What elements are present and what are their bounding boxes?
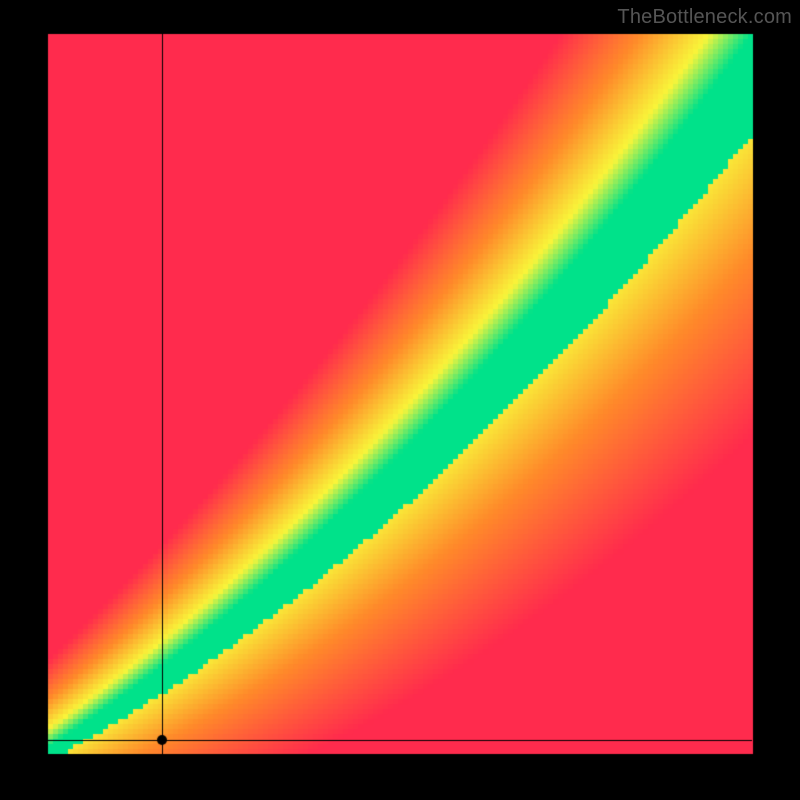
bottleneck-heatmap-canvas xyxy=(0,0,800,800)
watermark-text: TheBottleneck.com xyxy=(617,6,792,29)
chart-container: TheBottleneck.com xyxy=(0,0,800,800)
